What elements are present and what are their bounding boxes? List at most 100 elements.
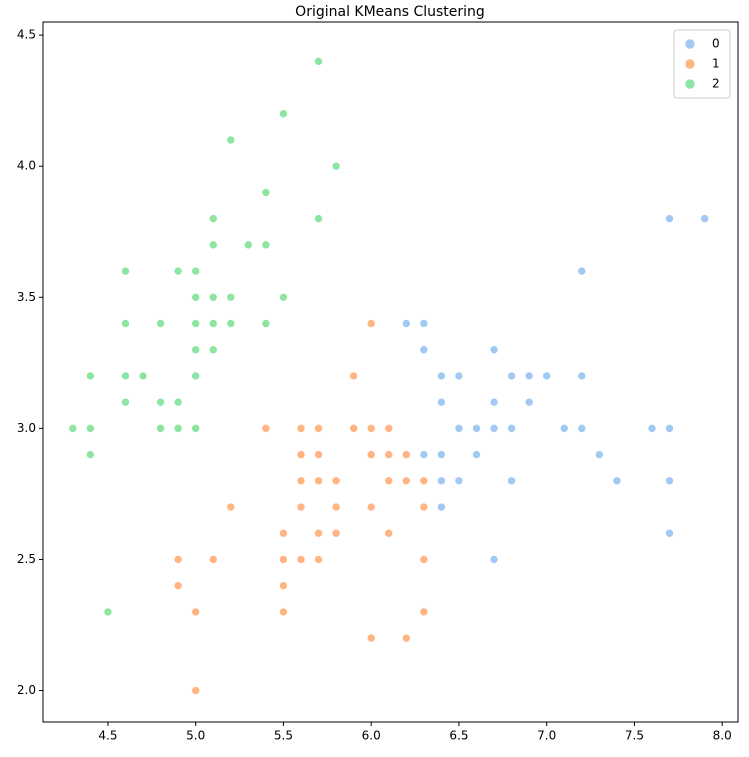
point <box>542 371 551 381</box>
point <box>437 397 446 407</box>
point <box>437 371 446 381</box>
point <box>261 188 271 197</box>
point <box>226 292 236 302</box>
point <box>208 292 218 302</box>
point <box>384 424 394 433</box>
point <box>191 266 200 276</box>
point <box>331 161 341 171</box>
point <box>226 135 236 145</box>
point <box>665 214 674 223</box>
point <box>226 502 236 512</box>
point <box>665 528 674 538</box>
point <box>208 214 218 223</box>
point <box>384 528 394 538</box>
legend-marker <box>684 58 696 70</box>
legend-label: 2 <box>712 77 720 91</box>
point <box>331 502 341 512</box>
point <box>191 371 200 381</box>
point <box>173 555 183 564</box>
point <box>296 555 306 564</box>
point <box>103 607 113 617</box>
point <box>226 319 236 328</box>
point <box>349 424 358 433</box>
plot-frame <box>42 21 739 723</box>
point <box>314 424 323 433</box>
point <box>191 319 200 328</box>
point <box>314 57 323 66</box>
point <box>208 240 218 250</box>
point <box>577 266 587 276</box>
point <box>366 502 376 512</box>
point <box>419 345 429 355</box>
point <box>331 528 341 538</box>
point <box>86 424 95 433</box>
point <box>489 397 499 407</box>
x-tick-label: 4.5 <box>98 729 117 743</box>
point <box>507 476 516 486</box>
point <box>472 424 481 433</box>
point <box>296 450 306 459</box>
point <box>401 450 411 459</box>
point <box>612 476 622 486</box>
legend-label: 0 <box>712 37 720 51</box>
legend-marker <box>684 38 696 50</box>
x-tick-label: 5.5 <box>274 729 293 743</box>
point <box>279 292 288 302</box>
point <box>454 424 464 433</box>
x-tick-label: 6.0 <box>362 729 381 743</box>
point <box>384 450 394 459</box>
point <box>121 397 130 407</box>
point <box>279 581 288 590</box>
point <box>191 292 200 302</box>
point <box>314 214 323 223</box>
point <box>173 397 183 407</box>
point <box>524 371 534 381</box>
point <box>419 607 429 617</box>
point <box>156 319 165 328</box>
point <box>437 476 446 486</box>
point <box>173 581 183 590</box>
point <box>68 424 78 433</box>
point <box>296 502 306 512</box>
point <box>647 424 657 433</box>
point <box>191 686 200 695</box>
point <box>401 476 411 486</box>
y-tick-label: 4.0 <box>17 159 36 173</box>
point <box>401 319 411 328</box>
y-tick-label: 3.0 <box>17 421 36 435</box>
point <box>86 371 95 381</box>
y-tick-label: 2.0 <box>17 683 36 697</box>
point <box>86 450 95 459</box>
point <box>665 424 674 433</box>
point <box>419 319 429 328</box>
x-tick-label: 7.5 <box>625 729 644 743</box>
point <box>208 319 218 328</box>
point <box>700 214 709 223</box>
point <box>208 345 218 355</box>
point <box>577 424 587 433</box>
point <box>156 397 165 407</box>
point <box>314 555 323 564</box>
point <box>384 476 394 486</box>
point <box>437 450 446 459</box>
legend-box <box>673 29 731 99</box>
point <box>524 397 534 407</box>
point <box>454 371 464 381</box>
point <box>173 424 183 433</box>
point <box>366 450 376 459</box>
legend-label: 1 <box>712 57 720 71</box>
point <box>314 450 323 459</box>
x-tick-label: 5.0 <box>186 729 205 743</box>
point <box>279 555 288 564</box>
point <box>419 476 429 486</box>
point <box>366 633 376 643</box>
point <box>419 502 429 512</box>
point <box>419 450 429 459</box>
point <box>191 424 200 433</box>
legend: 0 1 2 <box>673 29 731 99</box>
point <box>261 240 271 250</box>
point <box>173 266 183 276</box>
point <box>121 371 130 381</box>
point <box>489 555 499 564</box>
point <box>366 319 376 328</box>
